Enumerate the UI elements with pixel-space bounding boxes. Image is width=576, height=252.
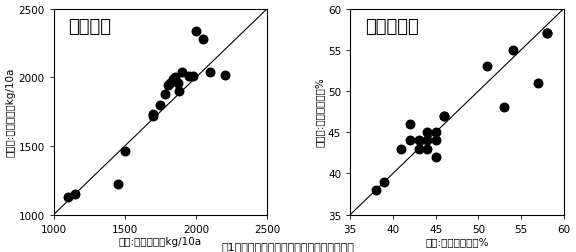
Point [163,84,172,88]
Y-axis label: 不耕起:乾物収量　kg/10a: 不耕起:乾物収量 kg/10a [6,68,16,157]
Point [431,131,440,135]
Text: 仾物収量: 仾物収量 [69,18,112,36]
Point [431,155,440,159]
Point [397,147,406,151]
Point [439,114,449,118]
Point [160,92,169,96]
Point [170,76,179,80]
Point [184,75,194,79]
Point [542,32,551,36]
Point [499,106,509,110]
Point [533,81,543,85]
Point [113,183,122,187]
Point [406,122,415,127]
X-axis label: 耕起:雌穂重割合　%: 耕起:雌穂重割合 % [425,237,489,246]
Point [149,114,158,118]
Point [188,75,198,79]
Point [406,139,415,143]
Point [173,81,182,85]
X-axis label: 耕起:乾物収量　kg/10a: 耕起:乾物収量 kg/10a [119,237,202,246]
Point [156,103,165,107]
Point [169,77,178,81]
Y-axis label: 不耕起:雌穂重割合　%: 不耕起:雌穂重割合 % [315,77,325,147]
Text: 図1　耕起栅培と不耕起栅培の収量性の対比: 図1 耕起栅培と不耕起栅培の収量性の対比 [222,241,354,251]
Point [431,139,440,143]
Point [508,49,517,53]
Point [423,131,432,135]
Point [70,192,79,196]
Point [199,38,208,42]
Point [380,180,389,184]
Point [423,139,432,143]
Point [439,114,449,118]
Point [423,147,432,151]
Point [149,113,158,117]
Point [542,32,551,36]
Point [63,195,73,199]
Point [191,29,200,34]
Text: 雌穂重割合: 雌穂重割合 [365,18,419,36]
Point [206,71,215,75]
Point [120,150,130,154]
Point [177,71,187,75]
Point [371,188,380,192]
Point [414,139,423,143]
Point [220,73,229,77]
Point [414,147,423,151]
Point [175,90,184,94]
Point [482,65,491,69]
Point [166,81,175,85]
